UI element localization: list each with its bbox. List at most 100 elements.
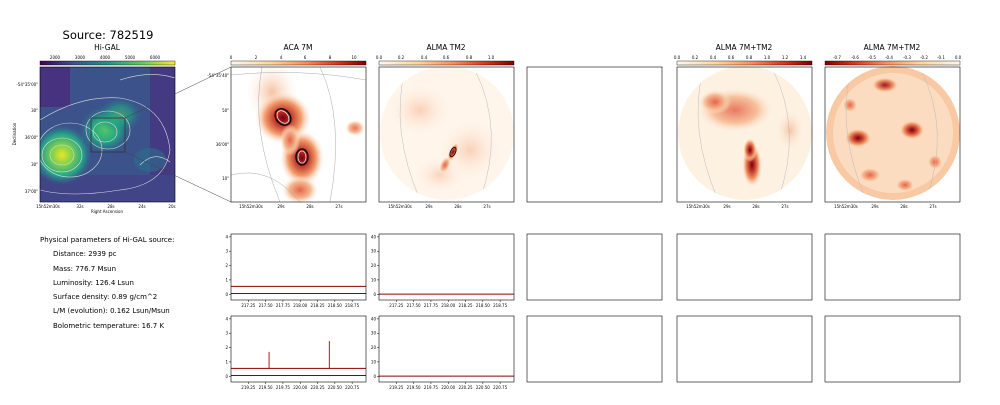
spectrum-xtick-label: 218.25	[459, 303, 473, 308]
tm2-7m-cbar-tick: 1.2	[782, 55, 789, 60]
higal-ytick: -54°35'00"	[16, 82, 38, 87]
distance-value: Distance: 2939 pc	[53, 250, 117, 259]
higal-panel: Hi-GAL 2000 3000 4000 5000 6000	[12, 43, 176, 214]
empty-spectrum-panel	[676, 233, 813, 301]
spectrum-xtick-label: 218.75	[493, 303, 507, 308]
spectrum-ytick-label: 1	[225, 359, 228, 364]
spectrum-xtick-label: 220.50	[476, 385, 490, 390]
spectrum-xtick-label: 220.75	[493, 385, 507, 390]
spectrum-ytick-label: 0	[225, 292, 228, 297]
tm2-cbar-tick: 0.2	[398, 55, 405, 60]
aca7m-colorbar	[230, 60, 367, 66]
tm2-7m-b-cbar-tick: -0.4	[885, 55, 893, 60]
spectrum-ytick-label: 40	[371, 234, 377, 239]
tm2-7m-b-title: ALMA 7M+TM2	[864, 43, 921, 52]
spectrum-xtick-label: 220.25	[459, 385, 473, 390]
spectrum-xtick-label: 217.25	[389, 303, 403, 308]
tm2-title: ALMA TM2	[426, 43, 465, 52]
spectrum-xtick-label: 218.25	[311, 303, 325, 308]
higal-ytick: 30"	[31, 108, 38, 113]
aca7m-image	[231, 67, 366, 202]
spectrum-xtick-label: 218.75	[345, 303, 359, 308]
tm2-7m-b-cbar-tick: -0.1	[937, 55, 945, 60]
aca7m-ytick: 36'00"	[216, 142, 229, 147]
tm2-colorbar	[378, 60, 515, 66]
mass-value: Mass: 776.7 Msun	[53, 264, 117, 273]
spectrum-ytick-label: 3	[225, 249, 228, 254]
spectrum-xtick-label: 217.50	[407, 303, 421, 308]
spectrum-tm2-row2: 219.25 219.50 219.75 220.00 220.25 220.50 220.…	[371, 315, 515, 390]
aca7m-cbar-tick: 2	[255, 55, 258, 60]
spectrum-xtick-label: 219.25	[241, 385, 255, 390]
source-title: Source: 782519	[63, 28, 154, 42]
spectrum-xtick-label: 218.50	[476, 303, 490, 308]
tm2-cbar-tick: 1.0	[488, 55, 495, 60]
higal-image	[40, 67, 175, 202]
aca7m-panel: ACA 7M 0 2 4 6 8 10	[207, 43, 367, 209]
spectrum-ytick-label: 2	[225, 263, 228, 268]
aca7m-cbar-tick: 10	[351, 55, 357, 60]
spectrum-xtick-label: 220.00	[293, 385, 307, 390]
spectrum-xtick-label: 217.75	[424, 303, 438, 308]
empty-spectrum-panel	[824, 233, 961, 301]
aca7m-ytick: 50"	[222, 108, 229, 113]
spectrum-xtick-label: 219.50	[259, 385, 273, 390]
spectrum-xtick-label: 220.00	[441, 385, 455, 390]
tm2-7m-colorbar	[676, 60, 813, 66]
higal-cbar-tick: 6000	[150, 55, 161, 60]
source-parameters: Physical parameters of Hi-GAL source: Di…	[40, 233, 174, 333]
aca7m-cbar-tick: 8	[329, 55, 332, 60]
parameters-header: Physical parameters of Hi-GAL source:	[40, 236, 175, 244]
spectrum-frame	[378, 233, 515, 301]
spectrum-xtick-label: 220.75	[345, 385, 359, 390]
higal-cbar-tick: 4000	[100, 55, 111, 60]
tm2-xtick: 15h52m30s	[388, 204, 412, 209]
tm2-7m-cbar-tick: 0.2	[692, 55, 699, 60]
tm2-7m-image	[678, 66, 812, 200]
tm2-7m-cbar-tick: 0.6	[728, 55, 735, 60]
zoom-connector	[124, 151, 232, 203]
tm2-7m-xtick: 27s	[781, 204, 788, 209]
spectrum-ytick-label: 0	[373, 374, 376, 379]
surface-density-value: Surface density: 0.89 g/cm^2	[53, 293, 158, 302]
bolometric-temperature-value: Bolometric temperature: 16.7 K	[53, 321, 165, 330]
higal-colorbar	[39, 60, 176, 66]
spectrum-xtick-label: 218.00	[441, 303, 455, 308]
aca7m-title: ACA 7M	[284, 43, 313, 52]
spectrum-xtick-label: 219.50	[407, 385, 421, 390]
tm2-panel: ALMA TM2 0.0 0.2 0.4 0.6 0.8 1.0 15h5	[376, 43, 515, 209]
tm2-xtick: 28s	[454, 204, 461, 209]
higal-ylabel: Declination	[12, 122, 17, 145]
tm2-cbar-tick: 0.4	[421, 55, 428, 60]
spectrum-ytick-label: 30	[371, 331, 377, 336]
spectrum-frame	[230, 233, 367, 301]
spectrum-aca-row1: 217.25 217.50 217.75 218.00 218.25 218.50 218.…	[225, 233, 367, 308]
spectrum-ytick-label: 20	[371, 263, 377, 268]
spectrum-xtick-label: 220.50	[328, 385, 342, 390]
tm2-image	[380, 66, 514, 200]
tm2-7m-xtick: 29s	[723, 204, 730, 209]
tm2-cbar-tick: 0.0	[376, 55, 383, 60]
higal-xlabel: Right Ascension	[91, 209, 123, 214]
tm2-7m-b-panel: ALMA 7M+TM2 -0.7 -0.6 -0.5 -0.4 -0.3 -0.…	[824, 43, 962, 209]
higal-colorbar-ticks: 2000 3000 4000 5000 6000	[50, 55, 161, 60]
tm2-7m-cbar-tick: 0.4	[710, 55, 717, 60]
tm2-7m-b-xtick: 28s	[900, 204, 907, 209]
tm2-7m-b-xtick: 15h52m30s	[834, 204, 858, 209]
luminosity-value: Luminosity: 126.4 Lsun	[53, 278, 134, 287]
spectrum-xtick-label: 219.75	[424, 385, 438, 390]
higal-cbar-tick: 5000	[125, 55, 136, 60]
higal-ytick: 30"	[31, 162, 38, 167]
spectrum-xtick-label: 217.25	[241, 303, 255, 308]
tm2-7m-cbar-tick: 0.0	[674, 55, 681, 60]
aca7m-xtick: 28s	[306, 204, 313, 209]
spectrum-xtick-label: 218.00	[293, 303, 307, 308]
spectrum-ytick-label: 10	[371, 359, 377, 364]
tm2-7m-b-colorbar	[824, 60, 961, 66]
aca7m-cbar-tick: 6	[304, 55, 307, 60]
tm2-7m-cbar-tick: 1.4	[800, 55, 807, 60]
spectrum-frame	[378, 315, 515, 383]
spectrum-ytick-label: 0	[373, 292, 376, 297]
empty-spectrum-panel	[676, 315, 813, 383]
